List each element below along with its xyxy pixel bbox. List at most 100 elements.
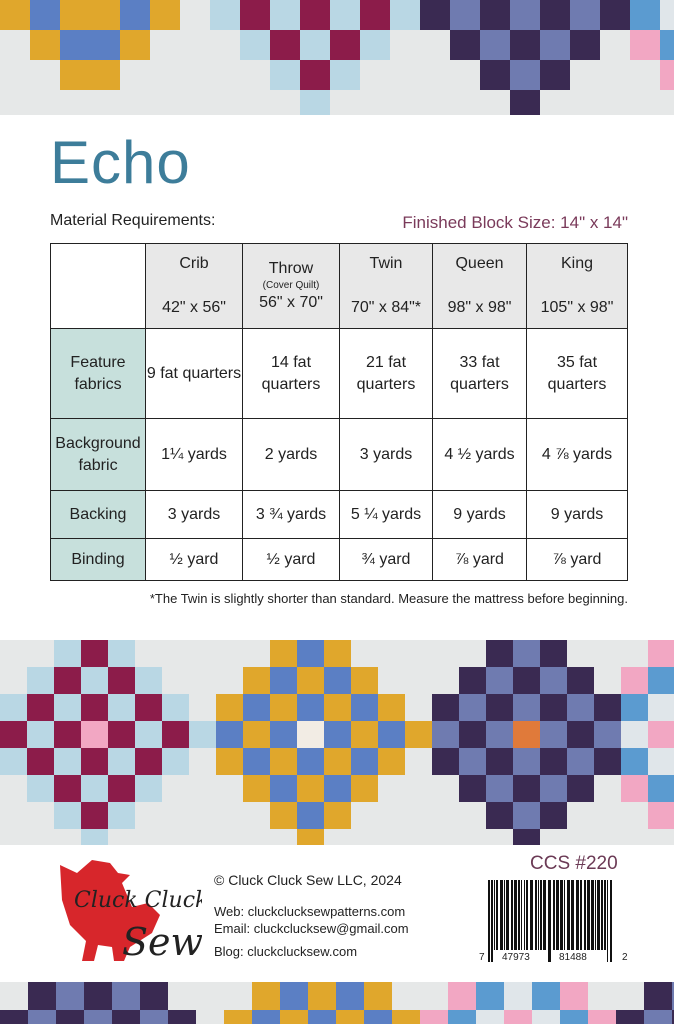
size-name: King	[560, 255, 594, 272]
blog-link[interactable]: Blog: cluckclucksew.com	[214, 944, 358, 959]
quilt-patch	[189, 721, 216, 748]
barcode-bar	[538, 880, 539, 950]
quilt-patch	[459, 748, 486, 775]
quilt-patch	[504, 982, 532, 1010]
quilt-patch	[162, 694, 189, 721]
quilt-patch	[324, 667, 351, 694]
quilt-patch	[540, 802, 567, 829]
quilt-patch	[216, 748, 243, 775]
quilt-patch	[336, 1010, 364, 1024]
quilt-patch	[510, 90, 540, 115]
quilt-patch	[81, 721, 108, 748]
quilt-patch	[476, 982, 504, 1010]
quilt-patch	[351, 775, 378, 802]
quilt-photo-top	[0, 0, 674, 115]
quilt-patch	[621, 721, 648, 748]
quilt-patch	[600, 0, 630, 30]
quilt-patch	[450, 30, 480, 60]
quilt-patch	[297, 829, 324, 845]
quilt-patch	[330, 60, 360, 90]
quilt-patch	[513, 775, 540, 802]
quilt-patch	[108, 640, 135, 667]
quilt-patch	[486, 640, 513, 667]
quilt-patch	[432, 748, 459, 775]
quilt-patch	[532, 982, 560, 1010]
quilt-patch	[210, 0, 240, 30]
quilt-patch	[351, 667, 378, 694]
size-dimensions: 105" x 98"	[540, 299, 614, 316]
quilt-patch	[270, 748, 297, 775]
barcode-bar	[521, 880, 522, 950]
size-dimensions: 70" x 84"*	[350, 299, 422, 316]
table-cell: 9 yards	[432, 490, 527, 539]
quilt-patch	[560, 982, 588, 1010]
svg-text:Sew: Sew	[122, 920, 202, 964]
quilt-patch	[56, 982, 84, 1010]
email-link[interactable]: Email: cluckclucksew@gmail.com	[214, 921, 409, 936]
quilt-patch	[108, 721, 135, 748]
quilt-patch	[54, 775, 81, 802]
quilt-patch	[588, 1010, 616, 1024]
quilt-patch	[56, 1010, 84, 1024]
quilt-patch	[486, 694, 513, 721]
barcode-bar	[540, 880, 542, 950]
quilt-patch	[324, 694, 351, 721]
size-name: Crib	[179, 255, 209, 272]
barcode-bar	[601, 880, 603, 950]
quilt-patch	[510, 0, 540, 30]
table-header-row: Crib 42" x 56" Throw (Cover Quilt) 56" x 70…	[50, 243, 628, 329]
quilt-patch	[60, 30, 90, 60]
pattern-title: Echo	[50, 129, 191, 196]
barcode-bar	[564, 880, 565, 950]
barcode-bar	[580, 880, 582, 950]
barcode-bar	[595, 880, 596, 950]
quilt-patch	[648, 775, 674, 802]
quilt-patch	[378, 694, 405, 721]
barcode-bar	[607, 880, 608, 962]
quilt-patch	[672, 982, 674, 1010]
quilt-patch	[621, 748, 648, 775]
barcode-bar	[518, 880, 520, 950]
quilt-patch	[300, 90, 330, 115]
quilt-patch	[243, 694, 270, 721]
quilt-patch	[432, 694, 459, 721]
quilt-patch	[532, 1010, 560, 1024]
quilt-patch	[108, 667, 135, 694]
quilt-patch	[90, 60, 120, 90]
quilt-patch	[297, 640, 324, 667]
quilt-patch	[297, 721, 324, 748]
quilt-patch	[360, 0, 390, 30]
quilt-patch	[621, 667, 648, 694]
size-dimensions: 42" x 56"	[162, 299, 226, 316]
quilt-patch	[30, 30, 60, 60]
quilt-patch	[54, 721, 81, 748]
quilt-patch	[420, 1010, 448, 1024]
quilt-patch	[30, 0, 60, 30]
quilt-patch	[240, 0, 270, 30]
barcode-digit: 47973	[500, 952, 532, 963]
quilt-photo-middle	[0, 640, 674, 845]
quilt-patch	[243, 748, 270, 775]
quilt-patch	[324, 721, 351, 748]
table-cell: ⅞ yard	[432, 538, 527, 581]
quilt-patch	[108, 775, 135, 802]
table-cell: 1¼ yards	[145, 418, 243, 491]
quilt-patch	[27, 775, 54, 802]
web-link[interactable]: Web: cluckclucksewpatterns.com	[214, 904, 406, 919]
barcode-bar	[591, 880, 594, 950]
quilt-patch	[660, 0, 674, 30]
quilt-patch	[567, 694, 594, 721]
quilt-patch	[270, 640, 297, 667]
quilt-patch	[432, 721, 459, 748]
quilt-patch	[81, 667, 108, 694]
quilt-patch	[81, 748, 108, 775]
table-cell: ½ yard	[145, 538, 243, 581]
quilt-patch	[336, 982, 364, 1010]
table-cell: 9 fat quarters	[145, 328, 243, 419]
quilt-patch	[224, 1010, 252, 1024]
quilt-patch	[216, 694, 243, 721]
quilt-patch	[150, 0, 180, 30]
quilt-patch	[0, 721, 27, 748]
quilt-patch	[540, 640, 567, 667]
barcode-bar	[556, 880, 559, 950]
